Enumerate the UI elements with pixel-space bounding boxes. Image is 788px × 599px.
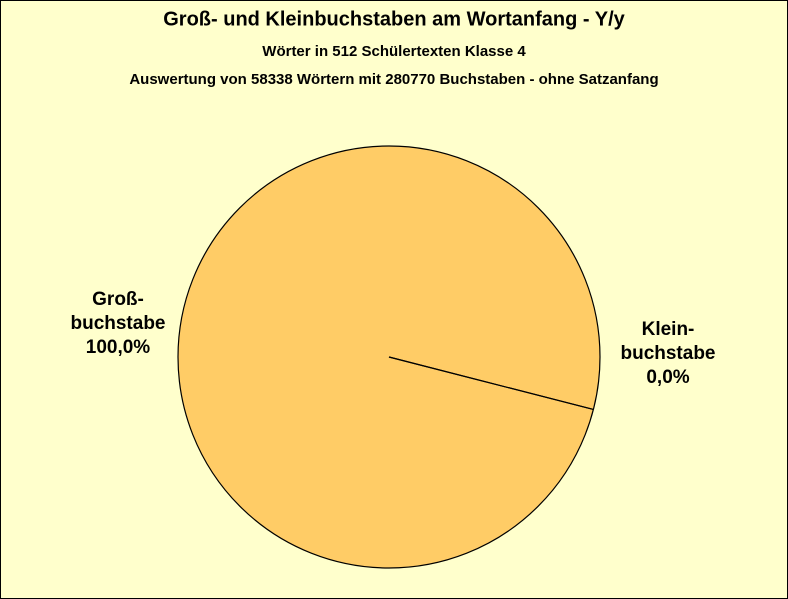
chart-title: Groß- und Kleinbuchstaben am Wortanfang … (163, 8, 625, 30)
category-label: Groß-buchstabe (70, 289, 165, 334)
chart-subtitle: Auswertung von 58338 Wörtern mit 280770 … (129, 71, 658, 88)
category-label: Klein-buchstabe (620, 319, 715, 364)
slice-label: Klein-buchstabe 0,0% (620, 319, 715, 388)
value-label: 100,0% (86, 337, 151, 358)
value-label: 0,0% (646, 367, 689, 388)
slice-border (388, 356, 594, 411)
chart-subtitle: Wörter in 512 Schülertexten Klasse 4 (262, 43, 526, 60)
slice-label: Groß-buchstabe 100,0% (70, 289, 165, 358)
